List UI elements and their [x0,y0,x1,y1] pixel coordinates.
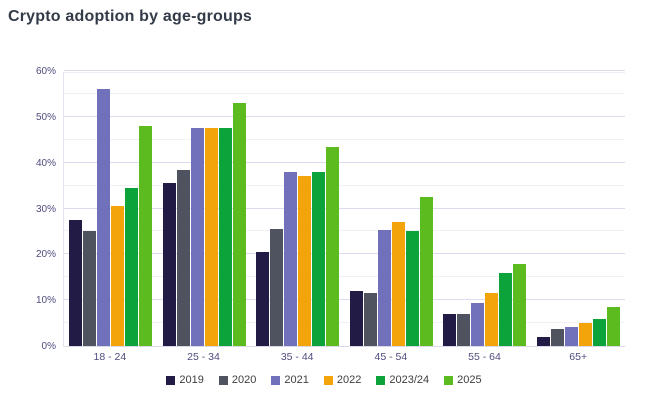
legend-item-2023-24: 2023/24 [376,374,429,386]
bar-2023-24-45-54 [405,231,419,346]
y-tick-label: 20% [35,249,56,261]
bar-group-65+ [532,73,626,346]
x-axis-labels: 18 - 24 25 - 34 35 - 44 45 - 54 55 - 64 65+ [63,351,625,363]
legend-item-2021: 2021 [271,374,309,386]
legend-swatch-icon [323,375,333,385]
bar-2022-55-64 [485,293,499,346]
bar-2019-45-54 [349,291,363,346]
bar-2019-55-64 [443,313,457,346]
y-tick-label: 60% [35,66,56,77]
bar-2020-18-24 [83,231,97,346]
chart-title: Crypto adoption by age-groups [8,8,253,25]
bar-2023-24-35-44 [312,171,326,346]
legend-swatch-icon [376,375,386,385]
legend-swatch-icon [444,375,454,385]
legend-label: 2019 [179,374,204,386]
bar-group-35-44 [251,73,345,346]
bar-2023-24-65+ [592,318,606,346]
bar-group-25-34 [158,73,252,346]
legend: 2019 2020 2021 2022 2023/24 2025 [0,374,648,386]
bar-2021-35-44 [284,171,298,346]
legend-label: 2021 [284,374,309,386]
plot-area [63,70,625,347]
gridline [64,230,625,232]
bar-2021-25-34 [190,128,204,346]
bar-group-18-24 [64,73,158,346]
gridline [64,138,625,140]
legend-item-2025: 2025 [444,374,482,386]
bar-2021-45-54 [377,230,391,346]
y-tick-label: 0% [41,341,56,352]
bar-2019-35-44 [256,252,270,346]
bar-2025-35-44 [326,146,340,346]
bar-group-45-54 [345,73,439,346]
bar-2025-45-54 [419,197,433,346]
legend-item-2022: 2022 [323,374,362,386]
y-tick-label: 10% [35,295,56,307]
legend-swatch-icon [166,375,176,385]
legend-swatch-icon [271,375,281,385]
legend-label: 2025 [457,374,482,386]
bar-2023-24-25-34 [218,128,232,346]
bar-2019-18-24 [69,220,83,346]
x-tick-label: 65+ [569,351,588,363]
bar-2025-25-34 [232,103,246,346]
y-tick-label: 50% [35,111,56,123]
bar-2023-24-18-24 [125,187,139,346]
gridline [64,70,625,71]
bar-2019-25-34 [162,183,176,346]
legend-swatch-icon [218,375,228,385]
x-tick-label: 35 - 44 [280,351,314,363]
gridline [64,322,625,324]
gridline [64,253,625,255]
bar-group-55-64 [438,73,532,346]
gridline [64,276,625,278]
bar-2021-55-64 [471,302,485,346]
bar-2022-18-24 [111,206,125,346]
bar-2025-55-64 [513,263,527,346]
bar-2021-65+ [564,326,578,346]
bar-2019-65+ [536,336,550,346]
bar-2022-65+ [578,323,592,346]
legend-label: 2023/24 [389,374,430,386]
bar-2021-18-24 [97,89,111,346]
bar-groups [64,73,625,346]
gridline [64,207,625,209]
legend-item-2019: 2019 [166,374,204,386]
legend-label: 2022 [336,374,362,386]
legend-item-2020: 2020 [218,374,257,386]
bar-2020-65+ [550,329,564,346]
gridline [64,161,625,163]
x-tick-label: 45 - 54 [374,351,408,363]
bar-2025-18-24 [139,126,153,346]
x-tick-label: 25 - 34 [187,351,220,363]
legend-label: 2020 [231,374,257,386]
gridline [64,184,625,186]
gridline [64,299,625,301]
bar-2023-24-55-64 [499,272,513,346]
bar-2022-45-54 [391,222,405,346]
gridline [64,115,625,117]
gridline [64,92,625,94]
bar-2020-35-44 [270,229,284,346]
x-tick-label: 18 - 24 [93,351,127,363]
bar-2020-45-54 [363,293,377,346]
bar-2020-55-64 [457,313,471,346]
y-tick-label: 40% [35,157,56,169]
bar-2022-35-44 [298,176,312,346]
bar-2020-25-34 [176,169,190,346]
x-tick-label: 55 - 64 [468,351,501,363]
bar-2025-65+ [606,307,620,346]
y-tick-label: 30% [35,203,56,215]
bar-2022-25-34 [204,128,218,346]
